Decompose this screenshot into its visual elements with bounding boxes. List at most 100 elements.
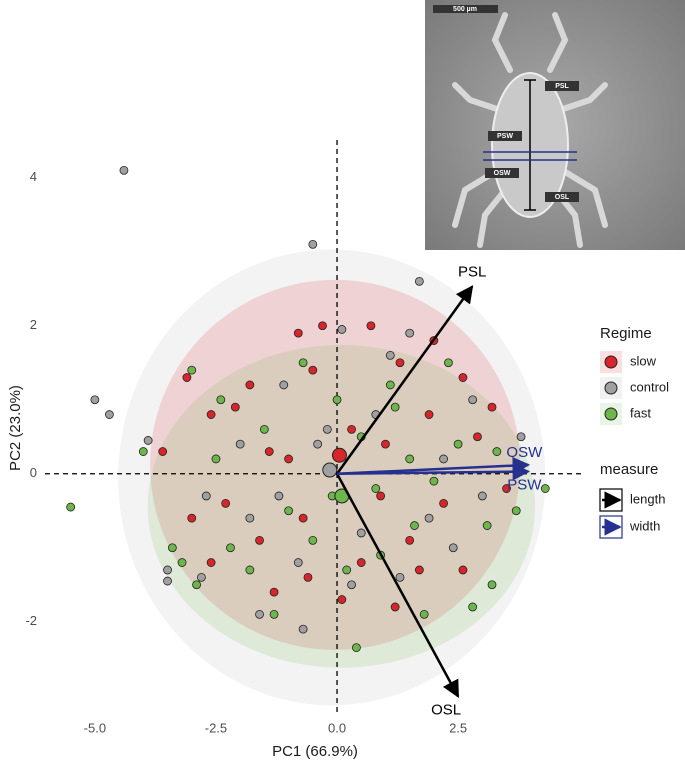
point (395, 572, 405, 582)
point (366, 321, 376, 331)
point (477, 491, 487, 501)
point (347, 580, 356, 590)
point (269, 587, 279, 597)
point (376, 491, 386, 501)
point (293, 558, 303, 567)
point (177, 558, 187, 567)
point (337, 325, 347, 334)
point (385, 380, 395, 390)
point (187, 365, 197, 375)
point (332, 395, 342, 405)
loadings: PSL OSL OSW PSW (335, 263, 543, 718)
arrow-label: PSL (458, 263, 486, 280)
point (405, 535, 415, 545)
arrow-label: OSL (431, 701, 461, 718)
loading-arrow (335, 473, 460, 699)
label-box (545, 81, 579, 91)
point (516, 432, 526, 442)
point (322, 424, 332, 434)
legend-label: slow (630, 353, 657, 368)
inset-label: PSL (555, 83, 569, 90)
inset-label: OSL (555, 194, 570, 201)
labels: PC1 (66.9%) PC2 (23.0%) Regime measure -… (7, 169, 658, 760)
label-box (485, 168, 519, 178)
legend-swatch (604, 407, 618, 421)
point (293, 328, 303, 338)
arrow-label: PSW (507, 477, 542, 494)
point (269, 609, 279, 619)
point (279, 380, 289, 390)
point (381, 439, 390, 449)
legend-label: control (630, 379, 669, 394)
point (453, 439, 463, 449)
point (347, 424, 356, 434)
point (274, 491, 284, 501)
point (390, 602, 400, 612)
point (259, 424, 269, 434)
point (264, 447, 274, 456)
ellipses (118, 249, 546, 706)
legend: slow control fast length width (599, 351, 669, 539)
point (298, 624, 308, 634)
point (201, 491, 211, 501)
point (356, 528, 366, 538)
legend-label: length (630, 491, 665, 506)
point (482, 521, 492, 530)
points (66, 165, 550, 653)
point (385, 350, 395, 360)
inset-photo: 500 µm PSL PSW OSW OSL (425, 0, 685, 250)
y-tick-label: 2 (30, 317, 37, 332)
point (492, 447, 502, 456)
legend-swatch (604, 381, 618, 395)
label-box (488, 131, 522, 141)
point (187, 513, 197, 523)
y-tick-label: 4 (30, 169, 37, 184)
label-box (545, 192, 579, 202)
point (245, 380, 255, 390)
point (138, 447, 148, 456)
point (458, 373, 468, 382)
point (255, 535, 264, 545)
group-mean (331, 447, 347, 463)
point (119, 165, 129, 175)
point (414, 276, 424, 286)
point (395, 358, 405, 368)
point (221, 498, 231, 508)
point (448, 543, 458, 553)
point (371, 484, 381, 493)
point (502, 484, 511, 493)
point (163, 565, 172, 575)
arrow-label: OSW (506, 444, 543, 461)
loading-arrow (337, 462, 531, 481)
point (405, 454, 415, 464)
x-tick-label: 0.0 (328, 720, 346, 735)
point (439, 498, 448, 508)
point (298, 358, 308, 368)
confidence-ellipse (118, 249, 546, 706)
point (352, 643, 361, 653)
inset-label: PSW (497, 133, 513, 140)
point (511, 506, 521, 516)
point (211, 454, 221, 464)
y-tick-label: -2 (25, 613, 37, 628)
point (468, 602, 478, 612)
point (192, 580, 201, 590)
x-axis-label: PC1 (66.9%) (272, 743, 358, 760)
point (458, 565, 468, 575)
point (487, 402, 497, 412)
point (143, 436, 153, 445)
point (284, 454, 294, 464)
point (468, 395, 478, 405)
point (429, 476, 439, 486)
point (473, 432, 482, 442)
point (206, 410, 216, 419)
point (540, 484, 550, 493)
scale-label: 500 µm (453, 6, 477, 13)
point (245, 565, 255, 575)
point (182, 373, 192, 382)
point (414, 565, 424, 575)
point (308, 365, 318, 375)
point (405, 328, 415, 338)
scale-bar (433, 5, 498, 13)
point (158, 447, 168, 456)
